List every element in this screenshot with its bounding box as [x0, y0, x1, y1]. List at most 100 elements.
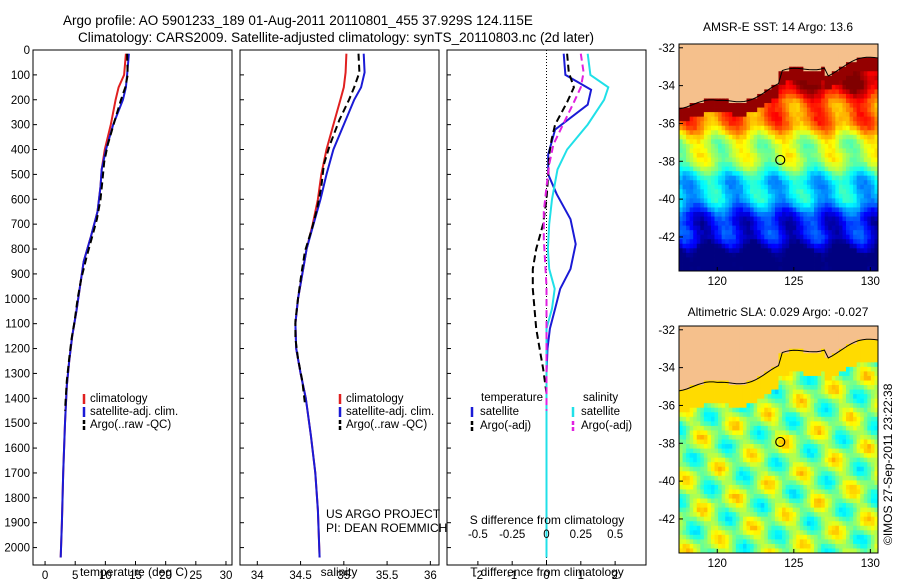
map-cell — [846, 139, 850, 145]
map-cell — [824, 371, 829, 377]
map-cell — [785, 107, 790, 113]
map-cell — [764, 134, 769, 140]
map-cell — [824, 357, 829, 363]
map-cell — [828, 394, 833, 400]
map-cell — [707, 344, 712, 350]
map-cell — [760, 434, 765, 440]
map-cell — [771, 466, 776, 472]
map-cell — [707, 207, 712, 213]
map-cell — [700, 75, 705, 81]
map-cell — [803, 53, 808, 59]
map-cell — [728, 357, 733, 363]
map-cell — [703, 80, 708, 86]
map-cell — [686, 193, 691, 199]
map-cell — [746, 48, 751, 54]
map-cell — [810, 457, 815, 463]
map-cell — [689, 444, 694, 449]
map-cell — [803, 221, 808, 226]
map-cell — [799, 112, 804, 118]
map-cell — [803, 394, 808, 400]
map-cell — [682, 380, 687, 386]
map-cell — [710, 425, 715, 431]
map-cell — [856, 112, 861, 118]
map-cell — [828, 434, 833, 440]
map-cell — [814, 103, 818, 108]
map-cell — [753, 62, 758, 68]
map-cell — [679, 198, 683, 204]
map-cell — [778, 80, 783, 86]
map-cell — [760, 353, 765, 359]
map-cell — [679, 62, 683, 68]
map-cell — [739, 407, 744, 413]
map-cell — [785, 466, 790, 472]
map-cell — [824, 53, 829, 59]
map-cell — [796, 403, 801, 409]
map-cell — [821, 266, 826, 271]
map-cell — [764, 225, 769, 231]
map-cell — [828, 139, 833, 145]
map-cell — [750, 202, 755, 208]
map-cell — [863, 261, 868, 267]
map-cell — [742, 521, 747, 527]
map-cell — [689, 198, 694, 204]
map-cell — [735, 521, 740, 527]
map-cell — [714, 180, 719, 186]
map-cell — [860, 180, 865, 186]
map-cell — [696, 462, 701, 468]
map-cell — [863, 107, 868, 113]
map-cell — [874, 57, 878, 63]
map-cell — [700, 466, 705, 472]
map-cell — [746, 394, 751, 400]
map-cell — [849, 71, 854, 77]
map-cell — [764, 385, 769, 390]
map-cell — [686, 162, 691, 167]
map-cell — [682, 189, 687, 195]
map-cell — [700, 507, 705, 513]
map-cell — [842, 216, 847, 222]
map-cell — [831, 53, 836, 59]
map-cell — [782, 216, 786, 222]
map-cell — [746, 466, 751, 472]
map-cell — [810, 471, 815, 477]
map-cell — [693, 326, 698, 331]
map-cell — [721, 89, 726, 95]
map-cell — [714, 134, 719, 140]
map-cell — [846, 130, 850, 136]
map-cell — [792, 157, 797, 163]
map-cell — [774, 211, 779, 217]
map-cell — [757, 107, 762, 113]
map-cell — [757, 493, 762, 499]
map-cell — [785, 543, 790, 549]
map-cell — [721, 525, 726, 531]
map-cell — [700, 543, 705, 549]
map-cell — [753, 143, 758, 149]
map-cell — [735, 257, 740, 263]
map-cell — [771, 116, 776, 122]
map-cell — [679, 239, 683, 245]
map-cell — [785, 339, 790, 345]
map-cell — [707, 71, 712, 77]
map-cell — [703, 421, 708, 427]
map-cell — [831, 362, 836, 368]
map-cell — [778, 398, 783, 404]
map-cell — [703, 121, 708, 127]
map-cell — [725, 412, 730, 418]
map-cell — [799, 193, 804, 199]
map-cell — [686, 134, 691, 140]
map-cell — [785, 53, 790, 59]
map-cell — [710, 252, 715, 258]
map-cell — [824, 466, 829, 472]
map-cell — [710, 430, 715, 436]
map-cell — [703, 266, 708, 271]
map-cell — [817, 216, 822, 222]
map-cell — [799, 171, 804, 177]
map-cell — [703, 525, 708, 531]
map-cell — [792, 230, 797, 236]
map-cell — [853, 75, 858, 81]
map-cell — [739, 107, 744, 113]
map-cell — [760, 162, 765, 167]
map-cell — [707, 507, 712, 513]
map-cell — [710, 339, 715, 345]
map-cell — [870, 107, 875, 113]
map-cell — [700, 484, 705, 490]
